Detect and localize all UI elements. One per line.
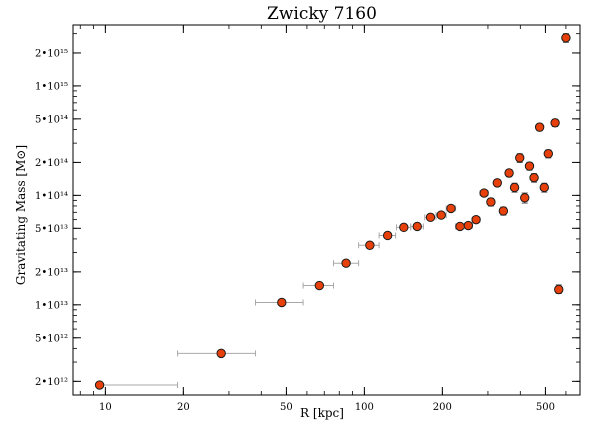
data-point [515,153,525,163]
data-marker [399,222,409,233]
data-marker [486,197,496,207]
data-marker [498,206,509,216]
data-point [492,178,503,188]
data-marker [314,280,325,291]
axis-ticks: 10 20 50 100 200 500 2•10¹² 5•10¹² 1•10¹³ 2•10¹³ 5… [35,25,580,413]
y-axis-label: Gravitating Mass [M⊙] [14,145,28,285]
data-point [358,240,380,250]
chart-title: Zwicky 7160 [267,4,377,24]
data-point [302,280,335,291]
data-point [479,188,489,198]
data-point [94,380,179,390]
data-point [445,203,457,214]
x-tick-label: 500 [536,402,555,413]
y-tick-label: 5•10¹³ [35,224,68,235]
y-tick-label: 2•10¹³ [35,267,68,278]
data-point [435,210,447,220]
data-point [410,221,424,232]
y-tick-label: 2•10¹⁵ [35,48,68,59]
data-point [255,297,304,308]
data-marker [425,212,436,223]
y-tick-label: 1•10¹⁴ [35,191,68,202]
data-point [561,33,571,43]
y-tick-label: 2•10¹² [35,377,68,388]
data-point [463,220,474,231]
data-marker [463,220,474,231]
data-points [94,33,571,390]
data-point [509,182,520,193]
data-marker [436,210,446,220]
data-point [486,197,496,207]
y-tick-label: 5•10¹⁴ [35,114,68,125]
data-point [554,284,564,295]
data-point [529,172,539,183]
data-marker [446,203,456,214]
data-point [524,161,535,171]
data-marker [277,297,287,308]
data-marker [216,348,226,359]
data-marker [550,118,560,128]
data-marker [412,221,422,232]
data-point [543,149,553,159]
data-point [177,348,257,359]
x-axis-label: R [kpc] [300,406,344,420]
data-marker [382,230,393,241]
data-point [520,192,530,204]
data-marker [94,380,105,390]
plot-frame [72,24,581,396]
data-point [333,258,360,268]
y-tick-label: 5•10¹² [35,333,68,344]
data-marker [529,172,539,183]
data-marker [554,284,564,295]
data-marker [504,168,514,178]
data-marker [479,188,489,198]
data-marker [539,182,549,193]
data-marker [455,221,465,232]
data-point [455,221,465,232]
y-tick-label: 1•10¹⁵ [35,81,68,92]
data-point [395,222,412,233]
y-tick-label: 1•10¹³ [35,300,68,311]
data-point [424,212,437,223]
data-marker [543,149,553,159]
data-point [378,230,397,241]
data-marker [492,178,503,188]
y-tick-label: 2•10¹⁴ [35,158,68,169]
data-marker [509,182,520,193]
data-marker [524,161,535,171]
data-marker [471,214,481,225]
data-point [498,206,509,216]
x-tick-label: 50 [280,402,293,413]
data-marker [534,122,545,132]
x-tick-label: 10 [99,402,112,413]
data-point [534,122,545,132]
data-marker [365,240,375,250]
data-point [550,118,560,128]
x-tick-label: 20 [177,402,190,413]
data-marker [520,193,530,203]
data-point [539,182,549,193]
data-marker [561,33,571,43]
x-tick-label: 200 [433,402,452,413]
x-tick-label: 100 [355,402,374,413]
data-marker [341,258,351,268]
data-point [471,214,481,225]
data-marker [515,153,525,163]
data-point [504,168,514,178]
